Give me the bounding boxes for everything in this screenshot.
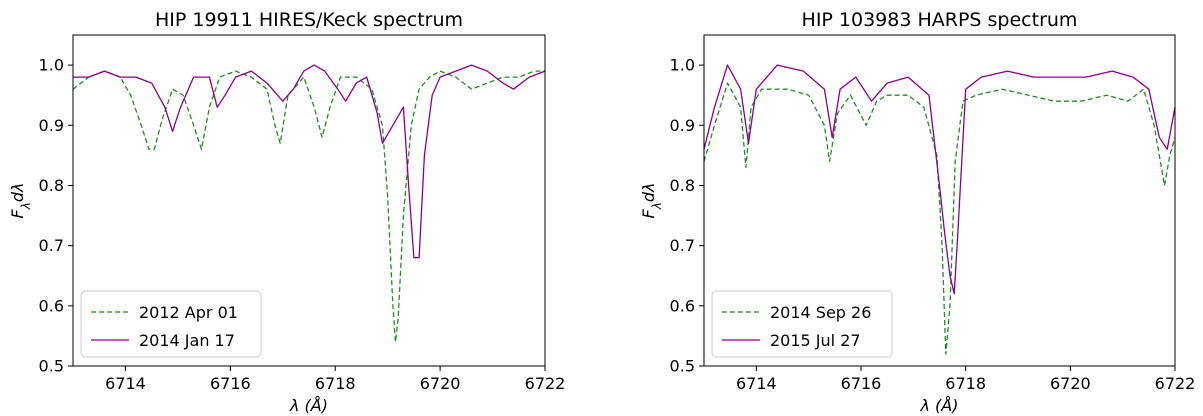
chart-2-title: HIP 103983 HARPS spectrum bbox=[802, 9, 1078, 31]
chart-2-y-tick-label-1: 0.5 bbox=[670, 357, 695, 376]
chart-1-y-tick-label-5: 0.9 bbox=[39, 116, 64, 135]
chart-2-x-tick-label-2: 6716 bbox=[841, 374, 882, 393]
chart-1-title: HIP 19911 HIRES/Keck spectrum bbox=[155, 9, 463, 31]
chart-2-y-tick-label-2: 0.6 bbox=[670, 296, 695, 315]
chart-2-y-tick-label-4: 0.8 bbox=[670, 176, 695, 195]
chart-2-y-tick-label-5: 0.9 bbox=[670, 116, 695, 135]
chart-2-series-line-2 bbox=[703, 64, 1176, 295]
chart-1-y-axis-label: Fλdλ bbox=[8, 183, 33, 219]
chart-1-x-tick-label-4: 6720 bbox=[420, 374, 461, 393]
chart-2-x-tick-label-4: 6720 bbox=[1050, 374, 1091, 393]
chart-1-panel: HIP 19911 HIRES/Keck spectrum 6714 6716 671… bbox=[8, 9, 565, 415]
chart-1-x-axis-label: λ (Å) bbox=[289, 396, 328, 415]
chart-1-legend-label-1: 2012 Apr 01 bbox=[139, 303, 238, 322]
chart-2-x-tick-label-1: 6714 bbox=[736, 374, 777, 393]
chart-1-x-tick-label-1: 6714 bbox=[105, 374, 146, 393]
chart-1-y-tick-label-1: 0.5 bbox=[39, 357, 64, 376]
chart-2-axes-frame bbox=[703, 34, 1176, 367]
chart-1-series-line-1 bbox=[72, 70, 545, 343]
chart-2-y-tick-label-3: 0.7 bbox=[670, 236, 695, 255]
chart-2-x-tick-label-3: 6718 bbox=[945, 374, 986, 393]
chart-2-legend-label-2: 2015 Jul 27 bbox=[770, 331, 861, 350]
chart-1-series-line-2 bbox=[73, 64, 546, 259]
chart-1-x-tick-label-5: 6722 bbox=[525, 374, 566, 393]
chart-2-y-tick-label-6: 1.0 bbox=[670, 56, 695, 75]
chart-1-y-tick-label-2: 0.6 bbox=[39, 296, 64, 315]
chart-1-legend-label-2: 2014 Jan 17 bbox=[139, 331, 235, 350]
chart-1-axes-frame bbox=[72, 34, 546, 367]
chart-1-x-tick-label-2: 6716 bbox=[210, 374, 251, 393]
chart-1-x-tick-label-3: 6718 bbox=[315, 374, 356, 393]
chart-2-x-tick-label-5: 6722 bbox=[1155, 374, 1196, 393]
chart-1-y-tick-label-6: 1.0 bbox=[39, 56, 64, 75]
chart-1-y-tick-label-3: 0.7 bbox=[39, 236, 64, 255]
chart-1-y-tick-label-4: 0.8 bbox=[39, 176, 64, 195]
chart-2-series-line-1 bbox=[703, 82, 1176, 355]
chart-2-y-axis-label: Fλdλ bbox=[639, 183, 664, 219]
chart-2-panel: HIP 103983 HARPS spectrum 6714 6716 6718 672… bbox=[639, 9, 1195, 415]
chart-2-legend-label-1: 2014 Sep 26 bbox=[770, 303, 871, 322]
chart-2-x-axis-label: λ (Å) bbox=[920, 396, 959, 415]
